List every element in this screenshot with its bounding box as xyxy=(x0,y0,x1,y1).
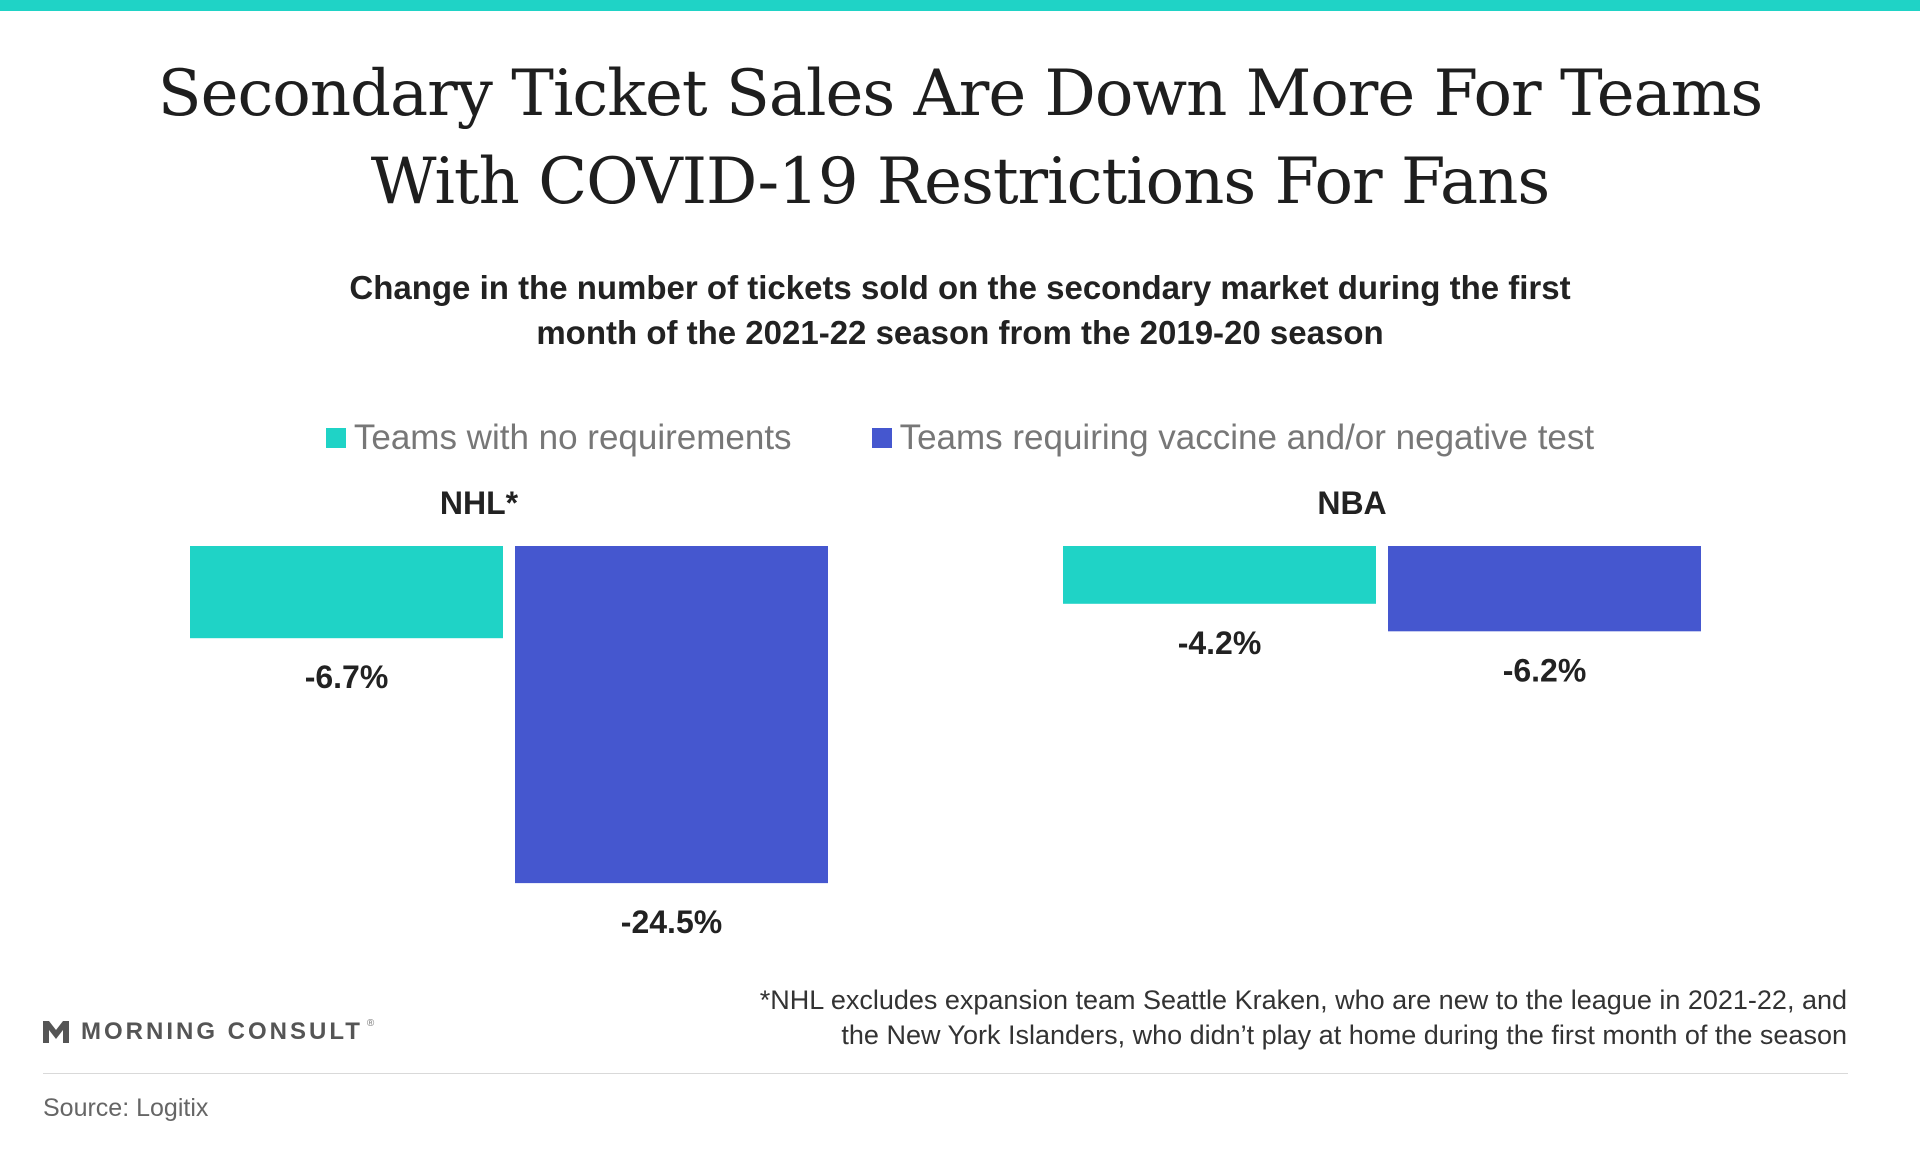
bar xyxy=(190,546,503,639)
legend-item: Teams with no requirements xyxy=(325,418,792,458)
morning-consult-logo: MORNING CONSULT ® xyxy=(43,1018,374,1046)
footnote-line: *NHL excludes expansion team Seattle Kra… xyxy=(759,985,1847,1015)
bar xyxy=(1388,546,1701,632)
data-label: -6.7% xyxy=(305,659,389,695)
morning-consult-m-icon xyxy=(43,1021,69,1043)
chart-subtitle: Change in the number of tickets sold on … xyxy=(0,265,1920,355)
source-note: Source: Logitix xyxy=(43,1094,209,1122)
brand-name: MORNING CONSULT xyxy=(81,1018,363,1045)
bar xyxy=(515,546,828,884)
legend-swatch xyxy=(871,428,892,448)
data-label: -24.5% xyxy=(621,904,722,940)
chart-title: Secondary Ticket Sales Are Down More For… xyxy=(0,50,1920,226)
top-accent-bar xyxy=(0,0,1920,11)
legend-swatch xyxy=(325,428,346,448)
footnote-line: the New York Islanders, who didn’t play … xyxy=(841,1020,1847,1050)
footer-divider xyxy=(43,1073,1848,1074)
bar-chart: NHL* -6.7% -24.5% NBA -4.2% -6.2% xyxy=(190,485,1701,940)
chart-legend: Teams with no requirements Teams requiri… xyxy=(0,418,1920,458)
data-label: -4.2% xyxy=(1178,625,1262,661)
legend-item: Teams requiring vaccine and/or negative … xyxy=(871,418,1595,458)
footnote: *NHL excludes expansion team Seattle Kra… xyxy=(547,983,1847,1053)
chart-subtitle-line: month of the 2021-22 season from the 201… xyxy=(536,314,1384,351)
category-label: NBA xyxy=(1317,485,1386,521)
registered-mark: ® xyxy=(366,1018,375,1029)
chart-title-line: With COVID-19 Restrictions For Fans xyxy=(370,145,1550,219)
chart-subtitle-line: Change in the number of tickets sold on … xyxy=(349,269,1571,306)
data-label: -6.2% xyxy=(1503,652,1587,688)
legend-label: Teams requiring vaccine and/or negative … xyxy=(899,418,1595,457)
category-label: NHL* xyxy=(440,485,519,521)
chart-title-line: Secondary Ticket Sales Are Down More For… xyxy=(157,57,1764,131)
legend-label: Teams with no requirements xyxy=(353,418,792,457)
bar xyxy=(1063,546,1376,604)
